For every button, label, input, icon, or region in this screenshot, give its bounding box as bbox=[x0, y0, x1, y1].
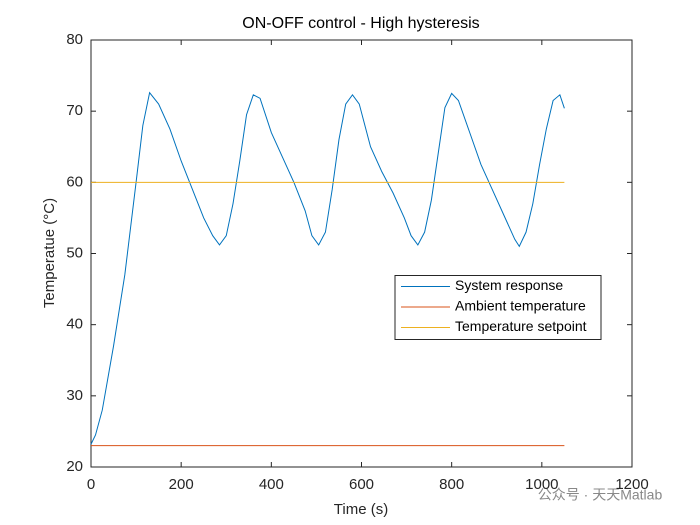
y-tick-label: 40 bbox=[66, 316, 83, 333]
y-tick-label: 30 bbox=[66, 387, 83, 404]
x-tick-label: 600 bbox=[349, 476, 374, 493]
x-tick-label: 0 bbox=[87, 476, 95, 493]
legend-label: Temperature setpoint bbox=[455, 318, 587, 334]
chart-title: ON-OFF control - High hysteresis bbox=[242, 15, 479, 32]
x-tick-label: 1000 bbox=[525, 476, 558, 493]
x-tick-label: 400 bbox=[259, 476, 284, 493]
y-tick-label: 60 bbox=[66, 173, 83, 190]
x-tick-label: 800 bbox=[439, 476, 464, 493]
series-line bbox=[90, 91, 565, 445]
y-tick-label: 50 bbox=[66, 244, 83, 261]
legend: System response Ambient temperature Temper… bbox=[394, 275, 602, 340]
y-tick-label: 80 bbox=[66, 31, 83, 48]
x-axis-label: Time (s) bbox=[334, 501, 388, 518]
y-axis-label: Temperatue (°C) bbox=[41, 198, 58, 308]
y-tick-label: 70 bbox=[66, 102, 83, 119]
legend-label: Ambient temperature bbox=[455, 298, 586, 314]
x-tick-label: 1200 bbox=[615, 476, 648, 493]
legend-label: System response bbox=[455, 277, 563, 293]
y-tick-label: 20 bbox=[66, 458, 83, 475]
x-tick-label: 200 bbox=[169, 476, 194, 493]
watermark: 公众号 · 天天Matlab bbox=[538, 487, 663, 503]
